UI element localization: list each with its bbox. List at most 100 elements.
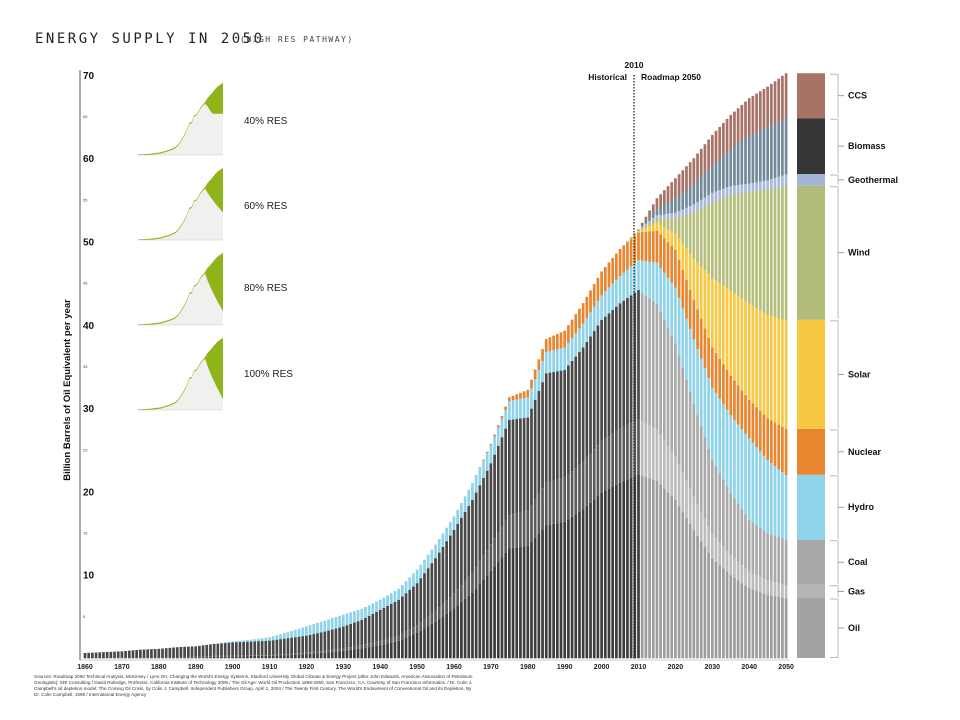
bar-segment-oil [408,635,412,659]
bar-segment-oil [139,657,142,659]
bar-segment-gas [637,418,640,475]
bar-segment-geothermal [736,184,740,194]
bar-segment-oil [751,589,755,659]
bar-segment-oil [533,537,537,659]
bar-segment-nuclear [629,239,633,267]
legend-label-wind: Wind [848,248,870,258]
bar-segment-oil [142,657,146,659]
bar-segment-gas [699,511,703,542]
bar-segment-nuclear [592,284,596,307]
bar-segment-hydro [286,632,290,639]
bar-segment-coal [703,437,707,519]
bar-segment-coal [603,316,607,439]
bar-segment-geothermal [751,182,755,192]
legend-swatch-biomass [797,118,825,175]
bar-segment-nuclear [681,269,685,309]
bar-segment-hydro [659,267,662,313]
bar-segment-coal [744,514,747,569]
bar-segment-oil [334,651,338,659]
bar-segment-coal [548,372,552,482]
bar-segment-nuclear [581,303,585,324]
bar-segment-oil [400,638,404,659]
bar-segment-gas [585,457,589,506]
bar-segment-nuclear [714,352,718,394]
x-tick-label: 1910 [262,664,278,671]
bar-segment-coal [681,367,685,473]
bar-segment-coal [168,647,172,658]
bar-segment-coal [349,623,353,647]
bar-segment-ccs [729,114,733,149]
bar-segment-wind [640,227,644,230]
bar-segment-ccs [758,91,762,131]
bar-segment-coal [293,637,297,654]
bar-segment-biomass [685,189,688,208]
bar-segment-gas [508,514,511,549]
bar-segment-coal [707,448,710,527]
legend-label-biomass: Biomass [848,141,886,151]
bar-segment-oil [268,655,271,659]
bar-segment-gas [209,655,212,657]
bar-segment-oil [349,649,353,659]
bar-segment-oil [581,508,585,659]
bar-segment-coal [268,640,271,655]
bar-segment-gas [533,499,537,538]
bar-segment-nuclear [670,246,674,283]
bar-segment-biomass [688,186,692,206]
legend-label-coal: Coal [848,557,868,567]
bar-segment-gas [194,656,198,658]
bar-segment-gas [548,481,552,525]
bar-segment-ccs [644,216,648,221]
bar-segment-wind [722,197,725,286]
bar-segment-nuclear [773,422,777,467]
bar-segment-coal [360,619,364,645]
bar-segment-solar [692,258,696,301]
bar-segment-solar [670,231,674,247]
bar-segment-oil [758,592,762,659]
bar-segment-oil [670,495,674,659]
bar-segment-gas [456,588,460,606]
bar-segment-gas [729,554,733,575]
bar-segment-gas [275,654,279,656]
y-tick-label: 50 [83,238,95,249]
bar-segment-ccs [707,139,710,169]
bar-segment-geothermal [769,178,773,190]
bar-segment-hydro [496,427,500,447]
bar-segment-ccs [747,98,751,136]
bar-segment-wind [692,212,696,259]
bar-segment-oil [578,511,581,659]
bar-segment-hydro [242,640,246,642]
bar-segment-wind [747,191,751,304]
bar-segment-nuclear [496,425,500,428]
inset-chart: 100% RES [138,337,293,411]
bar-segment-oil [740,582,744,659]
bar-segment-biomass [655,208,659,216]
bar-segment-gas [319,650,323,653]
bar-segment-coal [674,343,677,457]
bar-segment-oil [640,475,644,659]
bar-segment-hydro [257,638,260,642]
bar-segment-hydro [275,635,279,640]
bar-segment-solar [755,307,758,408]
bar-segment-hydro [784,474,788,541]
bar-segment-nuclear [692,299,696,340]
bar-segment-geothermal [773,177,777,189]
bar-segment-biomass [640,224,644,227]
bar-segment-gas [253,654,257,656]
inset-fossil-area [138,103,223,156]
bar-segment-oil [781,597,784,659]
bar-segment-coal [784,539,788,585]
bar-segment-wind [637,229,640,231]
bar-segment-oil [345,650,349,659]
bar-segment-oil [220,656,223,659]
sources-note: Sources: Roadmap 2050 Technical Analysis… [34,674,473,697]
bar-segment-gas [670,450,674,497]
bar-segment-gas [485,549,489,576]
bar-segment-gas [692,496,696,531]
bar-segment-nuclear [744,394,747,434]
bar-segment-coal [607,313,611,436]
bar-segment-gas [389,637,393,643]
bar-segment-gas [463,580,467,599]
bar-segment-hydro [323,620,327,632]
bar-segment-gas [382,639,386,645]
bar-segment-nuclear [733,380,736,420]
